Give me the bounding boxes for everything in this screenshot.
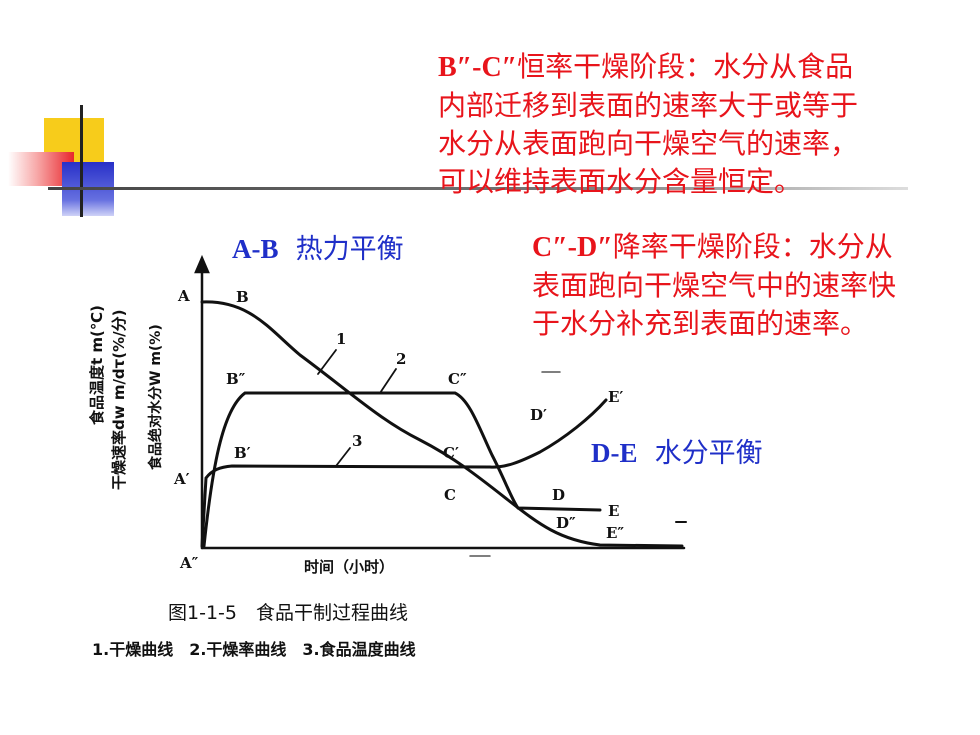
drying-curve bbox=[200, 300, 684, 548]
thermal-equilibrium-text: 热力平衡 bbox=[295, 234, 404, 265]
point-label-E2: E″ bbox=[606, 524, 624, 542]
falling-rate-label: C″-D″ bbox=[532, 232, 613, 263]
curve-number-1: 1 bbox=[336, 330, 346, 348]
drying-rate-curve bbox=[202, 391, 602, 548]
y-label-drying-rate: 干燥速率dw m/dτ(%/分) bbox=[110, 310, 128, 490]
curve-1-leader bbox=[317, 349, 337, 375]
point-label-A: A bbox=[177, 287, 190, 305]
point-label-C: C bbox=[444, 486, 456, 504]
falling-rate-text-3: 于水分补充到表面的速率。 bbox=[532, 307, 869, 340]
curve-number-2: 2 bbox=[396, 350, 406, 368]
falling-rate-text-1: 降率干燥阶段：水分从 bbox=[612, 230, 893, 263]
constant-rate-note: B″-C″恒率干燥阶段：水分从食品 内部迁移到表面的速率大于或等于 水分从表面跑… bbox=[438, 48, 938, 201]
point-label-D2: D″ bbox=[556, 514, 576, 532]
constant-rate-text-4: 可以维持表面水分含量恒定。 bbox=[438, 165, 803, 198]
y-axis-arrow-icon bbox=[194, 254, 210, 274]
point-label-C1: C′ bbox=[443, 444, 459, 462]
point-label-D: D bbox=[552, 486, 565, 504]
constant-rate-text-2: 内部迁移到表面的速率大于或等于 bbox=[438, 89, 859, 122]
falling-rate-text-2: 表面跑向干燥空气中的速率快 bbox=[532, 269, 897, 302]
y-label-moisture: 食品绝对水分W m(%) bbox=[147, 324, 164, 470]
constant-rate-label: B″-C″ bbox=[438, 52, 518, 83]
point-label-C2: C″ bbox=[448, 370, 467, 388]
point-label-B2: B″ bbox=[226, 370, 246, 388]
curve-3-leader bbox=[335, 447, 351, 467]
point-label-B: B bbox=[236, 288, 249, 306]
food-temperature-curve bbox=[200, 398, 608, 548]
constant-rate-text-3: 水分从表面跑向干燥空气的速率， bbox=[438, 127, 859, 160]
y-label-temperature: 食品温度t m(℃) bbox=[88, 305, 106, 425]
moisture-equilibrium-text: 水分平衡 bbox=[654, 438, 763, 469]
x-label-time: 时间（小时） bbox=[304, 558, 394, 576]
decor-vertical-line bbox=[80, 105, 83, 217]
point-label-E: E bbox=[608, 502, 619, 520]
point-label-E1: E′ bbox=[608, 388, 623, 406]
point-label-A2: A″ bbox=[179, 554, 199, 572]
moisture-equilibrium-label: D-E bbox=[591, 438, 638, 468]
constant-rate-text-1: 恒率干燥阶段：水分从食品 bbox=[517, 50, 854, 83]
curve-number-3: 3 bbox=[352, 432, 362, 450]
curve-2-leader bbox=[379, 368, 397, 394]
figure-legend: 1.干燥曲线 2.干燥率曲线 3.食品温度曲线 bbox=[92, 640, 416, 659]
thermal-equilibrium-label: A-B bbox=[232, 234, 279, 264]
falling-rate-note: C″-D″降率干燥阶段：水分从 表面跑向干燥空气中的速率快 于水分补充到表面的速… bbox=[532, 228, 972, 343]
thermal-equilibrium-note: A-B 热力平衡 bbox=[232, 232, 404, 267]
moisture-equilibrium-note: D-E 水分平衡 bbox=[591, 436, 763, 471]
decor-horizontal-rule bbox=[48, 187, 908, 190]
point-label-A1: A′ bbox=[173, 470, 190, 488]
point-label-B1: B′ bbox=[234, 444, 251, 462]
figure-caption: 图1-1-5 食品干制过程曲线 bbox=[168, 602, 408, 624]
point-label-D1: D′ bbox=[530, 406, 547, 424]
